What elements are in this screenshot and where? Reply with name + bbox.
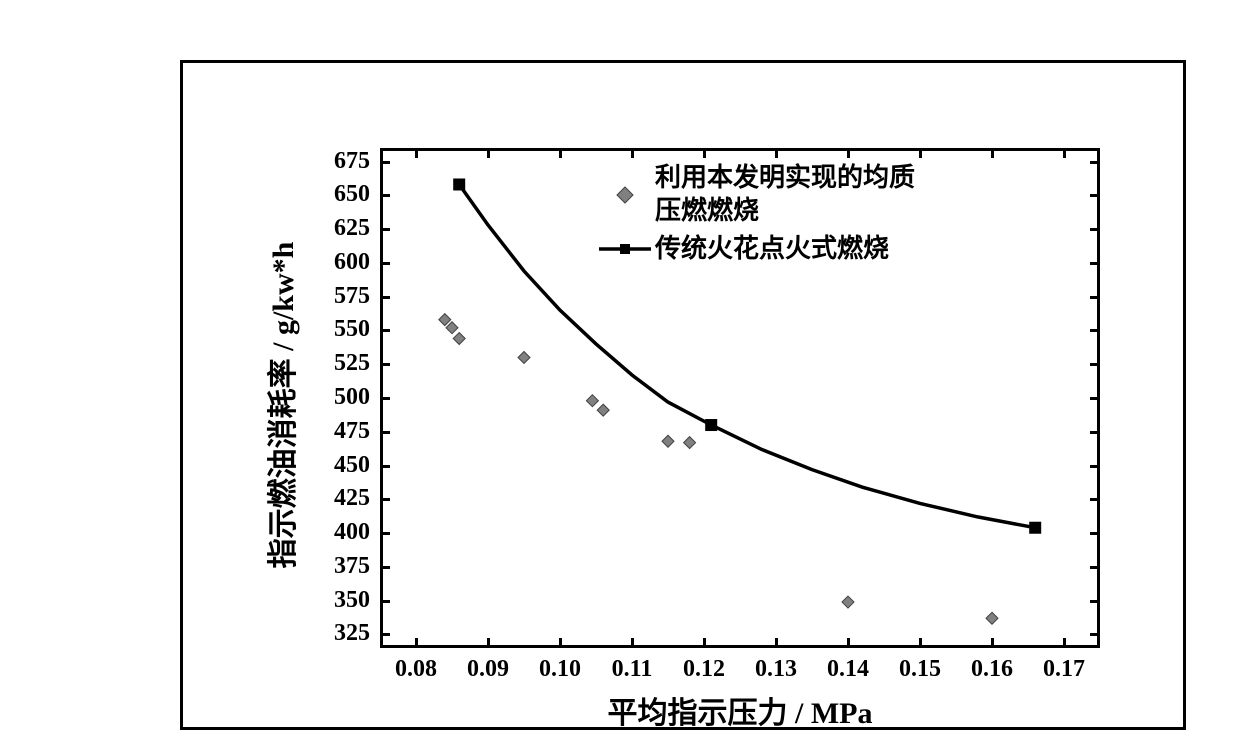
line-series-marker — [1029, 522, 1041, 534]
diamond-icon — [595, 185, 655, 205]
scatter-series-marker — [597, 404, 609, 416]
line-square-icon — [595, 239, 655, 259]
legend-label: 利用本发明实现的均质压燃燃烧 — [655, 162, 915, 227]
legend: 利用本发明实现的均质压燃燃烧 传统火花点火式燃烧 — [595, 162, 915, 272]
scatter-series-marker — [446, 322, 458, 334]
scatter-series-marker — [453, 333, 465, 345]
scatter-series-marker — [986, 612, 998, 624]
scatter-series-marker — [662, 435, 674, 447]
scatter-series-marker — [586, 395, 598, 407]
scatter-series-marker — [439, 314, 451, 326]
scatter-series-marker — [842, 596, 854, 608]
plot-svg — [0, 0, 1240, 754]
line-series-marker — [705, 419, 717, 431]
scatter-series-marker — [518, 351, 530, 363]
legend-item-scatter: 利用本发明实现的均质压燃燃烧 — [595, 162, 915, 227]
legend-label: 传统火花点火式燃烧 — [655, 233, 889, 266]
line-series-marker — [453, 178, 465, 190]
scatter-series-marker — [684, 437, 696, 449]
figure-root: 指示燃油消耗率 / g/kw*h 平均指示压力 / MPa 3253503754… — [0, 0, 1240, 754]
legend-item-line: 传统火花点火式燃烧 — [595, 233, 915, 266]
